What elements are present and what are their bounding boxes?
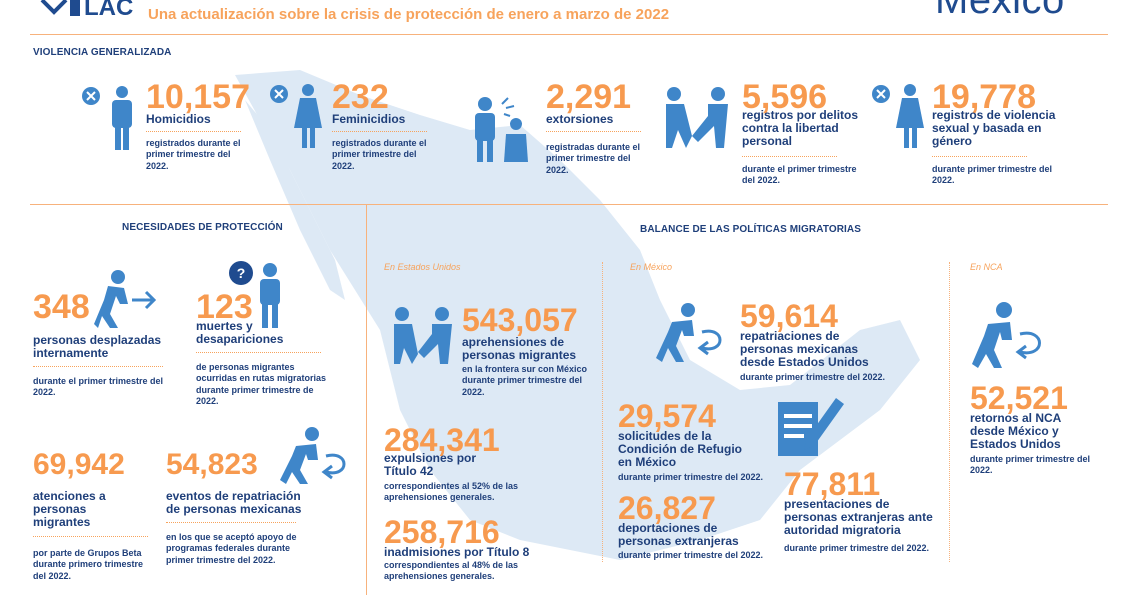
region-label-eeuu: En Estados Unidos — [384, 262, 461, 272]
stat-label: deportaciones de personas extranjeras — [618, 521, 739, 549]
column-divider — [366, 205, 367, 595]
dotted-divider — [332, 131, 427, 132]
page-subtitle: Una actualización sobre la crisis de pro… — [148, 6, 670, 23]
stat-note: registrados durante el primer trimestre … — [146, 138, 241, 171]
dotted-divider — [33, 536, 148, 537]
stat-number: 52,521 — [970, 380, 1068, 416]
stat-label: Feminicidios — [332, 112, 406, 126]
stat-note: durante el primer trimestre del 2022. — [742, 164, 857, 186]
svg-text:?: ? — [237, 265, 246, 281]
return-person-icon — [972, 302, 1041, 368]
logo-mark — [40, 0, 80, 16]
column-divider-dotted — [949, 262, 950, 562]
stat-note: correspondientes al 48% de las aprehensi… — [384, 560, 519, 582]
stat-number: 10,157 — [146, 78, 250, 116]
stat-label: personas desplazadas internamente — [33, 333, 162, 361]
header-divider — [30, 34, 1108, 35]
stat-label: retornos al NCA desde México y Estados U… — [970, 411, 1061, 452]
stat-number: 5,596 — [742, 78, 828, 116]
section-title-balance: BALANCE DE LAS POLÍTICAS MIGRATORIAS — [640, 224, 862, 235]
stat-number: 77,811 — [784, 466, 881, 502]
stat-label: registros de violencia sexual y basada e… — [932, 108, 1056, 149]
country-title: México — [935, 0, 1065, 22]
stat-number: 2,291 — [546, 78, 632, 116]
section-title-violencia: VIOLENCIA GENERALIZADA — [33, 47, 172, 58]
homicide-person-icon — [82, 86, 132, 150]
stat-label: expulsiones por Título 42 — [384, 451, 477, 479]
missing-person-question-icon: ? — [229, 261, 280, 328]
dotted-divider — [166, 522, 296, 523]
region-label-mexico: En México — [630, 262, 673, 272]
stat-number: 26,827 — [618, 490, 716, 526]
stat-number: 258,716 — [384, 514, 500, 550]
dotted-divider — [146, 131, 241, 132]
stat-note: correspondientes al 52% de las aprehensi… — [384, 481, 519, 503]
apprehension-icon — [394, 307, 452, 364]
stat-note: durante primer trimestre del 2022. — [618, 550, 764, 560]
femicide-person-icon — [270, 84, 322, 148]
dotted-divider — [932, 156, 1027, 157]
region-label-nca: En NCA — [970, 262, 1003, 272]
stat-number: 284,341 — [384, 422, 500, 458]
stat-note: durante primer trimestre del 2022. — [932, 164, 1053, 186]
column-divider-dotted — [602, 262, 603, 562]
document-signing-icon — [778, 398, 844, 456]
stat-note: durante primer trimestre del 2022. — [740, 372, 886, 382]
stat-label: muertes y desapariciones — [196, 319, 284, 347]
unhcr-lac-logo: LAC — [40, 0, 140, 22]
section-title-necesidades: NECESIDADES DE PROTECCIÓN — [122, 222, 283, 233]
stat-number: 19,778 — [932, 78, 1036, 116]
stat-number: 59,614 — [740, 298, 838, 334]
repatriation-person-icon — [280, 427, 346, 484]
displaced-person-arrow-icon — [94, 270, 157, 328]
extortion-icon — [475, 97, 528, 162]
stat-label: extorsiones — [546, 112, 614, 126]
repatriation-person-icon — [656, 303, 722, 362]
stat-note: en los que se aceptó apoyo de programas … — [166, 532, 297, 565]
stat-label: atenciones a personas migrantes — [33, 489, 106, 530]
dotted-divider — [196, 352, 321, 353]
stat-label: inadmisiones por Título 8 — [384, 545, 530, 559]
stat-note: registradas durante el primer trimestre … — [546, 142, 641, 175]
stat-note: por parte de Grupos Beta durante primero… — [33, 548, 144, 581]
kidnapping-icon — [666, 87, 728, 148]
stat-note: en la frontera sur con México durante pr… — [462, 364, 588, 397]
stat-number: 232 — [332, 78, 389, 116]
stat-number: 69,942 — [33, 448, 125, 481]
section-divider — [30, 204, 1108, 205]
dotted-divider — [742, 156, 837, 157]
stat-note: durante el primer trimestre del 2022. — [33, 376, 164, 398]
stat-label: presentaciones de personas extranjeras a… — [784, 497, 933, 538]
stat-note: durante primer trimestre del 2022. — [784, 543, 930, 553]
stat-label: eventos de repatriación de personas mexi… — [166, 489, 302, 517]
logo-text: LAC — [84, 0, 134, 21]
stat-number: 348 — [33, 288, 90, 326]
stat-label: registros por delitos contra la libertad… — [742, 108, 859, 149]
stat-number: 54,823 — [166, 448, 258, 481]
stat-note: durante primer trimestre del 2022. — [970, 454, 1091, 476]
stat-label: Homicidios — [146, 112, 211, 126]
stat-label: repatriaciones de personas mexicanas des… — [740, 329, 869, 370]
stat-label: solicitudes de la Condición de Refugio e… — [618, 429, 742, 470]
stat-note: de personas migrantes ocurridas en rutas… — [196, 362, 327, 406]
stat-number: 29,574 — [618, 398, 716, 434]
gbv-person-icon — [872, 84, 924, 148]
dotted-divider — [546, 131, 641, 132]
stat-note: registrados durante el primer trimestre … — [332, 138, 427, 171]
stat-note: durante primer trimestre del 2022. — [618, 472, 764, 482]
stat-label: aprehensiones de personas migrantes — [462, 335, 577, 363]
stat-number: 123 — [196, 288, 253, 326]
stat-number: 543,057 — [462, 302, 578, 338]
dotted-divider — [33, 366, 163, 367]
